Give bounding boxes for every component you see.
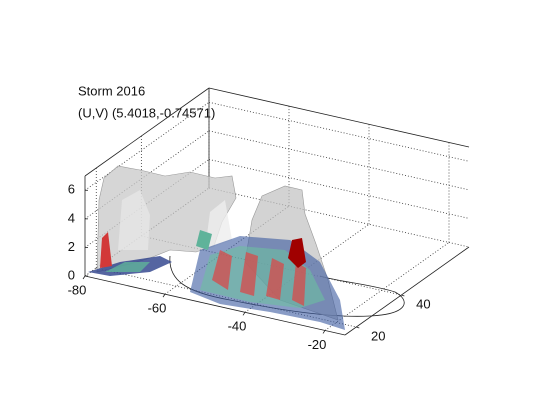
y-tick	[401, 294, 405, 297]
grid-line	[84, 101, 210, 191]
grid-line	[141, 235, 402, 296]
x-tick	[82, 275, 86, 280]
grid-line	[208, 187, 470, 248]
x-tick-label: -20	[308, 337, 327, 352]
z-tick-label: 0	[68, 267, 75, 282]
y-tick	[356, 326, 360, 329]
axis-edge	[344, 246, 470, 336]
y-tick-label: 40	[416, 296, 430, 311]
x-tick-label: -60	[148, 301, 167, 316]
x-tick	[322, 330, 326, 334]
surface-green	[105, 262, 150, 272]
axis-edge	[84, 87, 210, 177]
z-tick-label: 2	[68, 239, 75, 254]
surface-gray	[118, 190, 150, 250]
chart-subtitle: (U,V) (5.4018,-0.74571)	[78, 105, 215, 120]
grid-line	[208, 130, 470, 191]
isosurfaces	[88, 165, 405, 330]
tick-layer: -80 -60 -40 -20 20 40 0 2 4 6	[68, 182, 431, 352]
surface-red	[100, 232, 112, 268]
grid-line	[244, 223, 370, 313]
axis-edge	[84, 275, 346, 336]
grid-line	[324, 242, 450, 331]
x-tick	[162, 293, 166, 298]
grid-line	[84, 130, 210, 220]
axis-edge	[208, 87, 470, 148]
x-tick	[242, 312, 246, 316]
chart-title: Storm 2016	[78, 83, 145, 98]
surface-green	[196, 230, 212, 250]
z-tick-label: 6	[68, 182, 75, 197]
grid-line	[208, 159, 470, 219]
grid-line	[208, 101, 470, 162]
surface-gray	[205, 200, 232, 250]
z-tick-label: 4	[68, 210, 75, 225]
y-tick-label: 20	[371, 328, 385, 343]
surface-red	[288, 238, 306, 268]
x-tick-label: -40	[228, 319, 247, 334]
x-tick-label: -80	[68, 282, 87, 297]
surface-red	[212, 250, 306, 306]
